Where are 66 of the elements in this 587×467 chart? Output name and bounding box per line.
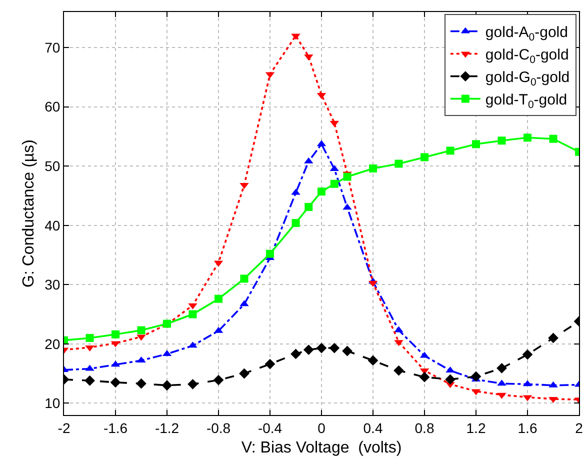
x-tick-label: 0.8 xyxy=(414,420,434,436)
point xyxy=(112,330,120,338)
point xyxy=(303,344,314,356)
x-tick-label: -1.6 xyxy=(103,420,128,436)
point xyxy=(213,374,224,386)
y-tick-label: 60 xyxy=(44,98,60,115)
x-tick-label: -0.4 xyxy=(258,420,282,436)
point xyxy=(266,250,274,258)
point xyxy=(316,342,327,354)
y-tick-label: 10 xyxy=(44,395,60,412)
point xyxy=(368,355,378,366)
point xyxy=(290,348,301,360)
point xyxy=(343,172,352,181)
point xyxy=(394,160,403,168)
point xyxy=(240,274,248,283)
legend-label: gold-G$_{0}$-gold xyxy=(485,69,570,88)
point xyxy=(394,365,404,376)
point xyxy=(136,378,146,389)
point xyxy=(342,346,352,356)
point xyxy=(470,371,482,382)
point xyxy=(330,180,338,188)
point xyxy=(304,202,313,211)
point xyxy=(369,164,377,172)
point xyxy=(188,310,197,318)
y-tick-label: 30 xyxy=(44,276,60,293)
x-tick-label: -0.8 xyxy=(206,420,231,436)
point xyxy=(498,136,506,145)
point xyxy=(110,377,121,388)
x-tick-label: -1.2 xyxy=(154,420,180,436)
y-tick-label: 20 xyxy=(44,336,60,352)
y-tick-label: 70 xyxy=(44,39,60,56)
point xyxy=(446,146,454,155)
point xyxy=(292,218,300,227)
point xyxy=(137,326,146,334)
point xyxy=(214,294,222,303)
point xyxy=(445,374,456,385)
y-axis-title: G: Conductance (µs) xyxy=(20,140,38,288)
legend-label: gold-T$_{0}$-gold xyxy=(485,92,568,111)
point xyxy=(419,372,430,382)
x-tick-label: -2 xyxy=(58,420,70,436)
x-tick-label: 1.6 xyxy=(518,420,538,436)
x-tick-label: 1.2 xyxy=(466,420,486,436)
point xyxy=(264,358,276,370)
x-axis-title: V: Bias Voltage (volts) xyxy=(241,440,402,456)
point xyxy=(162,380,172,391)
point xyxy=(188,378,198,390)
legend-label: gold-C$_{0}$-gold xyxy=(485,46,569,66)
point xyxy=(522,349,533,360)
y-tick-label: 40 xyxy=(44,217,60,234)
point xyxy=(496,362,507,374)
point xyxy=(239,368,250,379)
x-tick-label: 0.4 xyxy=(363,420,383,436)
x-tick-label: 0 xyxy=(318,420,326,436)
point xyxy=(420,153,428,162)
legend-label: gold-A$_{0}$-gold xyxy=(485,24,568,44)
point xyxy=(84,375,95,386)
point xyxy=(472,140,480,148)
point xyxy=(163,320,171,328)
x-tick-label: 2 xyxy=(575,420,584,436)
y-tick-label: 50 xyxy=(44,158,60,174)
point xyxy=(318,188,326,196)
point xyxy=(549,134,558,143)
point xyxy=(329,342,340,354)
point xyxy=(524,134,532,142)
point xyxy=(548,332,558,344)
point xyxy=(86,334,94,342)
